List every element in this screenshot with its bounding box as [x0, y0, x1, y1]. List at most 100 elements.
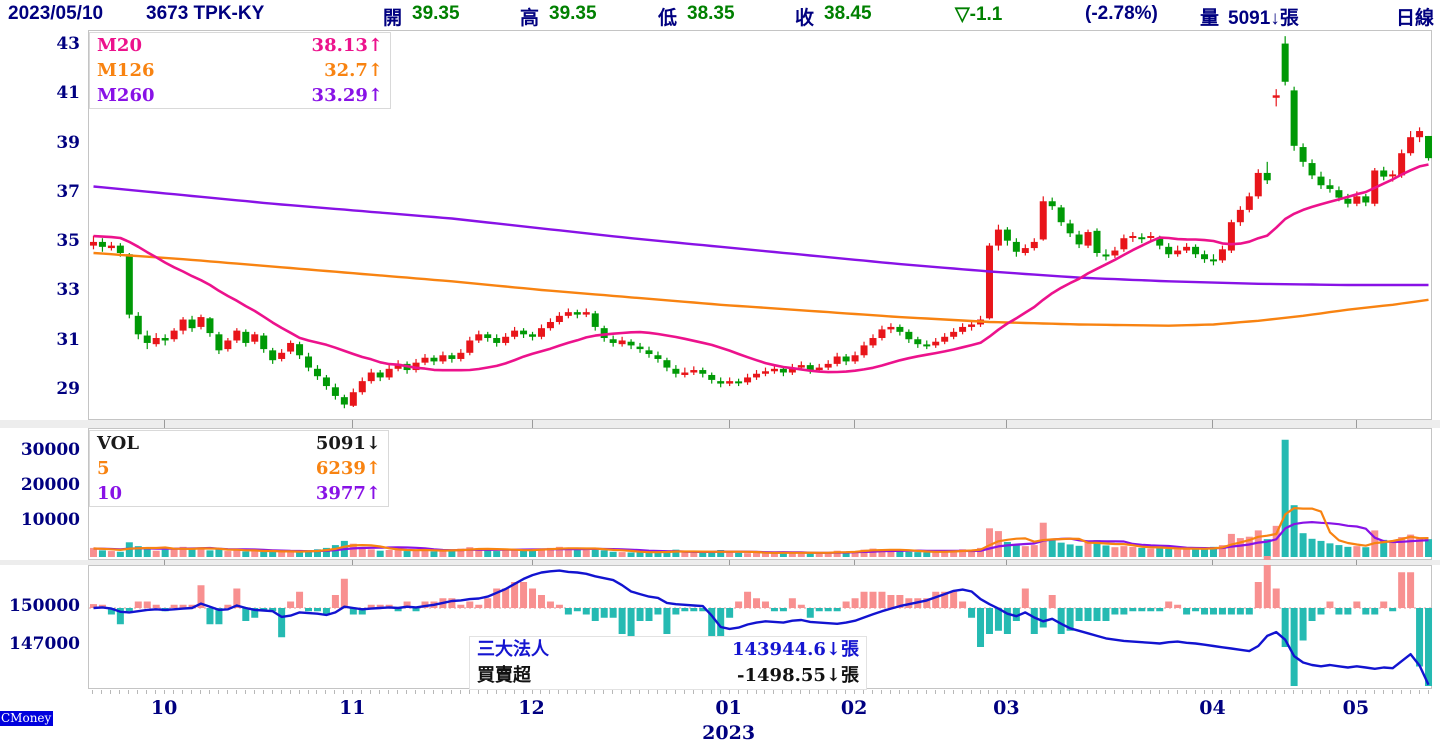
day-tick	[191, 690, 193, 694]
month-tick	[352, 420, 354, 428]
volume-bar	[89, 547, 97, 557]
vol-ma10-value: 3977↑	[315, 483, 381, 504]
net-buy-sell-bar	[555, 604, 563, 608]
day-tick	[1203, 690, 1205, 694]
volume-bar	[1030, 545, 1038, 557]
volume-bar	[546, 547, 554, 557]
candle-body	[1398, 153, 1406, 176]
volume-bar	[663, 551, 671, 557]
net-buy-sell-bar	[699, 608, 707, 612]
day-tick	[567, 690, 569, 694]
vol-ma10-label: 10	[97, 483, 123, 504]
net-buy-sell-bar	[735, 601, 743, 608]
y-axis-tick-label: 29	[56, 378, 80, 399]
day-tick	[746, 690, 748, 694]
month-tick	[531, 560, 533, 565]
candle-body	[466, 340, 474, 353]
high-value: 39.35	[549, 3, 597, 24]
net-buy-sell-bar	[878, 591, 886, 608]
candle-body	[322, 377, 330, 387]
day-tick	[818, 690, 820, 694]
candle-body	[233, 330, 241, 341]
volume-bar	[985, 528, 993, 557]
day-tick	[1391, 690, 1393, 694]
day-tick	[630, 690, 632, 694]
candle-body	[475, 334, 483, 341]
institutional-chart-panel[interactable]: 三大法人 143944.6↓張 買賣超 -1498.55↓張	[88, 556, 1433, 690]
volume-chart-panel[interactable]: VOL 5091↓ 5 6239↑ 10 3977↑	[88, 428, 1433, 560]
net-buy-sell-bar	[376, 604, 384, 608]
net-buy-sell-bar	[1389, 608, 1397, 612]
month-label: 11	[339, 697, 366, 719]
net-buy-sell-bar	[143, 601, 151, 608]
volume-bar	[761, 553, 769, 557]
close-value: 38.45	[824, 3, 872, 24]
net-buy-sell-bar	[815, 608, 823, 612]
day-tick	[1131, 690, 1133, 694]
volume-bar	[564, 548, 572, 557]
net-buy-sell-bar	[1102, 608, 1110, 621]
volume-bar	[520, 550, 528, 557]
day-tick	[208, 690, 210, 694]
day-tick	[585, 690, 587, 694]
net-buy-sell-bar	[994, 608, 1002, 631]
volume-bar	[367, 549, 375, 557]
volume-bar	[170, 547, 178, 557]
net-buy-sell-bar	[1039, 608, 1047, 628]
month-label: 03	[993, 697, 1020, 719]
net-buy-sell-bar	[681, 608, 689, 612]
candle-body	[1353, 196, 1361, 204]
candle-body	[313, 368, 321, 377]
institutional-chart-canvas[interactable]	[89, 556, 1433, 688]
net-buy-sell-bar	[116, 608, 124, 625]
day-tick	[639, 690, 641, 694]
day-tick	[441, 690, 443, 694]
day-tick	[791, 690, 793, 694]
candle-body	[1407, 137, 1415, 154]
candle-body	[1272, 95, 1280, 98]
volume-bar	[1380, 539, 1388, 557]
net-buy-sell-bar	[1344, 608, 1352, 615]
day-tick	[271, 690, 273, 694]
price-chart-canvas[interactable]	[89, 31, 1433, 419]
y-axis-tick-label: 41	[56, 83, 80, 104]
day-tick	[1185, 690, 1187, 694]
net-buy-sell-bar	[1111, 608, 1119, 615]
net-buy-sell-bar	[1057, 608, 1065, 634]
price-chart-panel[interactable]: M20 38.13↑ M126 32.7↑ M260 33.29↑	[88, 30, 1433, 420]
volume-bar	[1201, 547, 1209, 557]
volume-bar	[188, 549, 196, 557]
candle-body	[851, 355, 859, 362]
net-buy-sell-bar	[1201, 608, 1209, 615]
volume-bar	[116, 551, 124, 557]
volume-bar	[636, 551, 644, 557]
month-tick	[1212, 560, 1214, 565]
candle-body	[89, 241, 97, 246]
candle-body	[143, 335, 151, 343]
day-tick	[1293, 690, 1295, 694]
day-tick	[146, 690, 148, 694]
vol-value: 5091↓	[315, 433, 381, 454]
volume-bar	[582, 549, 590, 557]
day-tick	[522, 690, 524, 694]
net-buy-sell-bar	[1236, 608, 1244, 615]
volume-bar	[457, 548, 465, 557]
high-label: 高	[520, 8, 540, 29]
volume-chart-canvas[interactable]	[89, 429, 1433, 559]
volume-bar	[107, 551, 115, 557]
net-buy-sell-bar	[1380, 601, 1388, 608]
candle-body	[385, 368, 393, 378]
day-tick	[540, 690, 542, 694]
day-tick	[361, 690, 363, 694]
day-tick	[683, 690, 685, 694]
period-selector[interactable]: 日線	[1396, 8, 1435, 29]
vol-ma5-label: 5	[97, 458, 110, 479]
volume-bar	[923, 552, 931, 557]
day-tick	[737, 690, 739, 694]
candle-body	[1299, 147, 1307, 162]
net-buy-sell-bar	[672, 608, 680, 615]
day-tick	[889, 690, 891, 694]
volume-legend: VOL 5091↓ 5 6239↑ 10 3977↑	[89, 430, 389, 507]
candle-body	[609, 339, 617, 343]
net-buy-sell-bar	[349, 608, 357, 615]
